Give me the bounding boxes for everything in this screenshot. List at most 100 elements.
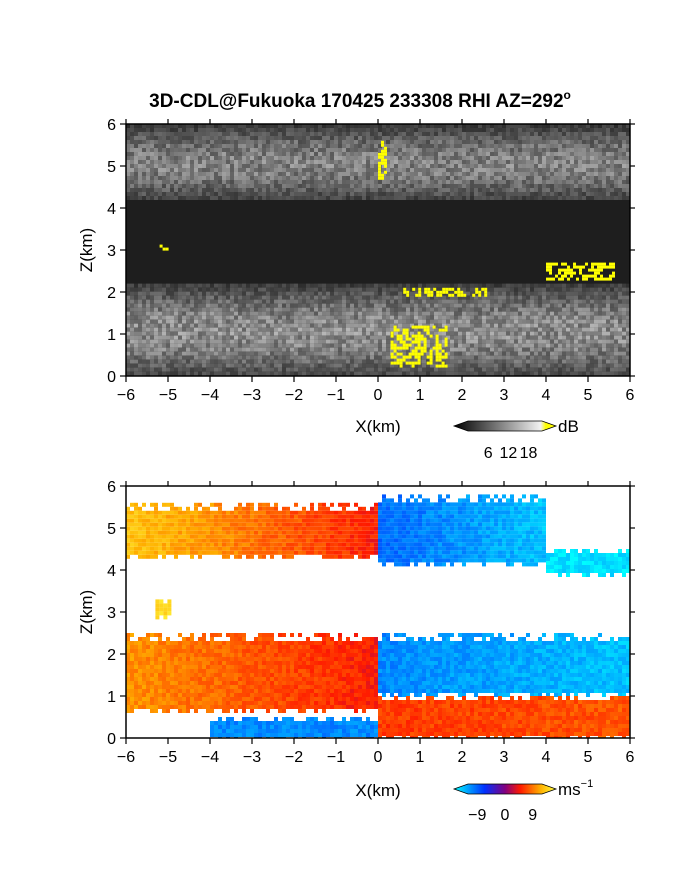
snr-cell	[298, 295, 302, 300]
snr-cell	[342, 343, 346, 348]
snr-cell	[562, 315, 566, 320]
snr-cell	[482, 331, 486, 336]
snr-cell	[514, 144, 518, 148]
snr-cell	[554, 156, 558, 160]
snr-cell	[218, 351, 222, 356]
snr-cell	[434, 184, 438, 188]
snr-cell	[390, 152, 394, 156]
snr-cell	[138, 363, 142, 368]
snr-cell	[266, 315, 270, 320]
snr-cell	[410, 172, 414, 176]
snr-cell	[258, 355, 262, 360]
snr-cell	[170, 148, 174, 152]
snr-cell	[522, 176, 526, 180]
snr-cell	[558, 311, 562, 316]
snr-cell	[594, 156, 598, 160]
snr-cell	[290, 339, 294, 344]
snr-cell	[350, 331, 354, 336]
snr-cell	[234, 311, 238, 316]
snr-cell	[150, 347, 154, 352]
snr-cell	[502, 331, 506, 336]
snr-cell	[614, 152, 618, 156]
snr-cell	[278, 311, 282, 316]
snr-cell	[566, 327, 570, 332]
snr-cell	[518, 331, 522, 336]
snr-cell	[438, 132, 442, 136]
snr-cell	[402, 196, 406, 200]
snr-cell	[138, 188, 142, 192]
snr-cell	[414, 299, 418, 304]
snr-cell	[570, 128, 574, 132]
snr-cell	[438, 188, 442, 192]
snr-cell	[362, 347, 366, 352]
snr-cell	[502, 124, 506, 128]
snr-cell	[618, 311, 622, 316]
snr-cell	[342, 136, 346, 140]
snr-cell	[450, 144, 454, 148]
snr-cell	[290, 311, 294, 316]
snr-cell	[374, 347, 378, 352]
snr-cell	[530, 319, 534, 324]
snr-cell	[298, 347, 302, 352]
snr-cell	[434, 124, 438, 128]
snr-cell	[366, 196, 370, 200]
snr-cell	[442, 184, 446, 188]
snr-cell	[542, 132, 546, 136]
snr-cell	[614, 172, 618, 176]
snr-cell	[306, 136, 310, 140]
snr-cell	[206, 152, 210, 156]
snr-cell	[606, 184, 610, 188]
snr-cell	[242, 331, 246, 336]
snr-cell	[506, 351, 510, 356]
snr-cell	[330, 331, 334, 336]
snr-cell	[370, 347, 374, 352]
snr-cell	[450, 343, 454, 348]
snr-cell	[626, 128, 630, 132]
snr-cell	[458, 299, 462, 304]
snr-cell	[350, 140, 354, 144]
snr-cell	[210, 335, 214, 340]
snr-cell	[462, 331, 466, 336]
snr-cell	[174, 355, 178, 360]
snr-cell	[618, 319, 622, 324]
snr-cell	[286, 196, 290, 200]
snr-cell	[542, 359, 546, 364]
snr-cell	[450, 303, 454, 308]
snr-cell	[474, 148, 478, 152]
snr-cell	[238, 299, 242, 304]
snr-cell	[382, 136, 386, 140]
snr-cell	[234, 156, 238, 160]
snr-cell	[594, 339, 598, 344]
snr-cell	[606, 156, 610, 160]
snr-cell	[390, 124, 394, 128]
snr-cell	[334, 124, 338, 128]
snr-cell	[226, 136, 230, 140]
snr-cell	[282, 156, 286, 160]
snr-cell	[330, 359, 334, 364]
snr-cell	[206, 315, 210, 320]
snr-cell	[134, 156, 138, 160]
snr-cell	[442, 180, 446, 184]
snr-cell	[286, 315, 290, 320]
snr-cell	[610, 148, 614, 152]
snr-cell	[278, 287, 282, 292]
snr-cell	[506, 355, 510, 360]
snr-cell	[170, 152, 174, 156]
snr-cell	[482, 124, 486, 128]
snr-cell	[262, 291, 266, 296]
snr-cell	[598, 144, 602, 148]
snr-cell	[598, 311, 602, 316]
snr-cell	[134, 323, 138, 328]
snr-cell	[418, 148, 422, 152]
snr-cell	[362, 176, 366, 180]
snr-cell	[198, 184, 202, 188]
snr-cell	[426, 307, 430, 312]
snr-cell	[578, 299, 582, 304]
snr-cell	[546, 168, 550, 172]
snr-cell	[594, 140, 598, 144]
snr-cell	[222, 152, 226, 156]
snr-cell	[166, 359, 170, 364]
snr-cell	[546, 311, 550, 316]
snr-cell	[158, 351, 162, 356]
snr-cell	[514, 339, 518, 344]
